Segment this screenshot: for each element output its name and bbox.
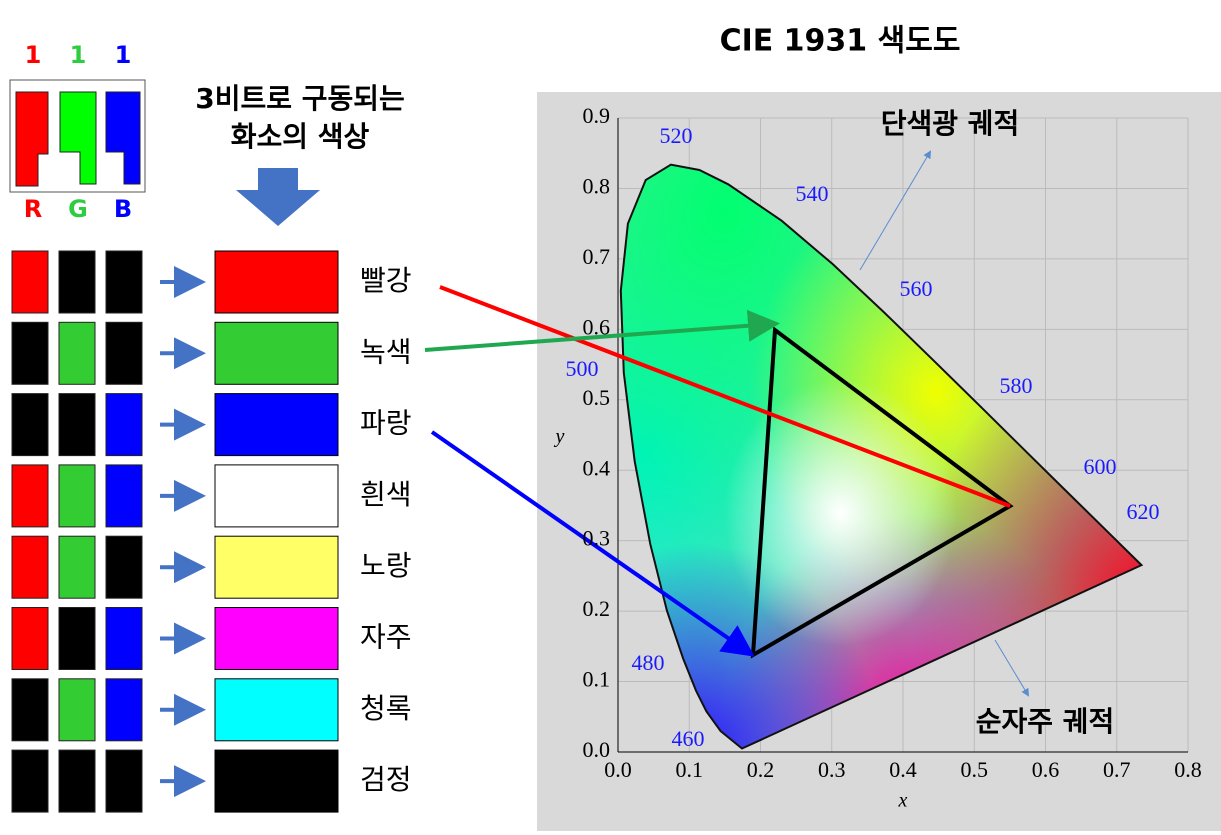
x-tick-label: 0.6 bbox=[1032, 757, 1060, 782]
color-swatch bbox=[214, 250, 339, 314]
subpixel bbox=[58, 464, 96, 528]
pointer bbox=[994, 639, 1030, 697]
color-label: 빨강 bbox=[360, 264, 412, 297]
x-tick-label: 0.8 bbox=[1174, 757, 1202, 782]
wavelength-label: 600 bbox=[1084, 454, 1117, 479]
subpixel bbox=[11, 535, 49, 599]
heading: 화소의 색상 bbox=[231, 120, 370, 153]
blue-link bbox=[430, 430, 755, 657]
wavelength-label: 500 bbox=[566, 356, 599, 381]
subpixel bbox=[58, 250, 96, 314]
subpixel bbox=[105, 678, 143, 742]
y-tick-label: 0.6 bbox=[583, 314, 611, 339]
color-swatch bbox=[214, 749, 339, 813]
subpixel-b bbox=[105, 91, 141, 185]
wavelength-label: 460 bbox=[672, 726, 705, 751]
subpixel bbox=[58, 607, 96, 670]
subpixel bbox=[58, 393, 96, 457]
color-swatch bbox=[214, 678, 339, 742]
y-tick-label: 0.2 bbox=[583, 596, 611, 621]
wavelength-label: 480 bbox=[632, 650, 665, 675]
color-label: 파랑 bbox=[360, 407, 412, 440]
pointer bbox=[859, 150, 932, 271]
bit: 1 bbox=[70, 41, 87, 69]
x-axis-label: x bbox=[898, 790, 908, 812]
subpixel bbox=[11, 321, 49, 385]
wavelength-label: 580 bbox=[1000, 373, 1033, 398]
color-label: 자주 bbox=[360, 621, 412, 654]
wavelength-label: 540 bbox=[796, 181, 829, 206]
locus-label: 순자주 궤적 bbox=[976, 705, 1115, 738]
bit: 1 bbox=[25, 41, 42, 69]
x-tick-label: 0.2 bbox=[747, 757, 775, 782]
color-swatch bbox=[214, 321, 339, 385]
color-swatch bbox=[214, 464, 339, 528]
subpixel bbox=[11, 749, 49, 813]
y-tick-label: 0.1 bbox=[583, 667, 611, 692]
wavelength-label: 560 bbox=[900, 276, 933, 301]
subpixel bbox=[58, 749, 96, 813]
subpixel bbox=[105, 535, 143, 599]
color-swatch bbox=[214, 393, 339, 457]
color-label: 녹색 bbox=[360, 335, 412, 368]
channel: R bbox=[24, 195, 42, 223]
subpixel-r bbox=[15, 91, 49, 187]
subpixel bbox=[105, 749, 143, 813]
color-label: 흰색 bbox=[360, 478, 412, 511]
y-tick-label: 0.0 bbox=[583, 737, 611, 762]
gamut-triangle bbox=[750, 326, 1014, 659]
pixel-box bbox=[9, 79, 146, 193]
heading: 3비트로 구동되는 bbox=[195, 82, 405, 115]
x-tick-label: 0.3 bbox=[818, 757, 846, 782]
x-tick-label: 0.7 bbox=[1103, 757, 1131, 782]
y-tick-label: 0.7 bbox=[583, 244, 611, 269]
y-tick-label: 0.5 bbox=[583, 385, 611, 410]
subpixel-g bbox=[59, 91, 97, 185]
y-tick-label: 0.9 bbox=[583, 103, 611, 128]
spectral-locus bbox=[619, 163, 1144, 750]
x-tick-label: 0.0 bbox=[604, 757, 632, 782]
subpixel bbox=[11, 607, 49, 670]
y-tick-label: 0.3 bbox=[583, 526, 611, 551]
subpixel bbox=[105, 321, 143, 385]
x-tick-label: 0.1 bbox=[676, 757, 704, 782]
color-swatch bbox=[214, 607, 339, 670]
subpixel bbox=[11, 464, 49, 528]
x-tick-label: 0.5 bbox=[961, 757, 989, 782]
red-link bbox=[439, 285, 1011, 508]
y-tick-label: 0.4 bbox=[583, 455, 611, 480]
wavelength-label: 520 bbox=[660, 123, 693, 148]
subpixel bbox=[58, 678, 96, 742]
color-label: 청록 bbox=[360, 692, 412, 725]
channel: B bbox=[114, 195, 132, 223]
subpixel bbox=[11, 678, 49, 742]
subpixel bbox=[58, 321, 96, 385]
down-arrow bbox=[236, 168, 320, 226]
subpixel bbox=[58, 535, 96, 599]
locus-label: 단색광 궤적 bbox=[881, 107, 1020, 140]
subpixel bbox=[105, 607, 143, 670]
wavelength-label: 620 bbox=[1127, 499, 1160, 524]
color-label: 검정 bbox=[360, 763, 412, 796]
subpixel bbox=[105, 250, 143, 314]
y-tick-label: 0.8 bbox=[583, 174, 611, 199]
cie-title: CIE 1931 색도도 bbox=[720, 24, 961, 59]
x-tick-label: 0.4 bbox=[889, 757, 917, 782]
subpixel bbox=[105, 464, 143, 528]
color-label: 노랑 bbox=[360, 549, 412, 582]
subpixel bbox=[11, 250, 49, 314]
green-link bbox=[424, 309, 780, 352]
subpixel bbox=[105, 393, 143, 457]
subpixel bbox=[11, 393, 49, 457]
bit: 1 bbox=[115, 41, 132, 69]
color-swatch bbox=[214, 535, 339, 599]
channel: G bbox=[68, 195, 88, 223]
y-axis-label: y bbox=[554, 426, 565, 448]
